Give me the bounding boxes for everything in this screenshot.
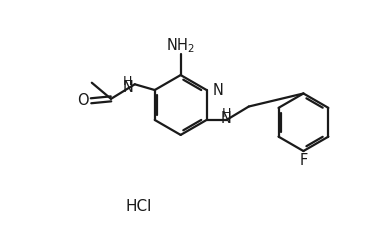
Text: N: N bbox=[122, 80, 133, 95]
Text: N: N bbox=[221, 111, 232, 126]
Text: N: N bbox=[213, 82, 224, 98]
Text: H: H bbox=[123, 75, 132, 89]
Text: HCl: HCl bbox=[125, 199, 152, 214]
Text: F: F bbox=[299, 153, 308, 168]
Text: H: H bbox=[222, 106, 231, 120]
Text: O: O bbox=[78, 93, 89, 108]
Text: NH$_2$: NH$_2$ bbox=[166, 36, 195, 55]
